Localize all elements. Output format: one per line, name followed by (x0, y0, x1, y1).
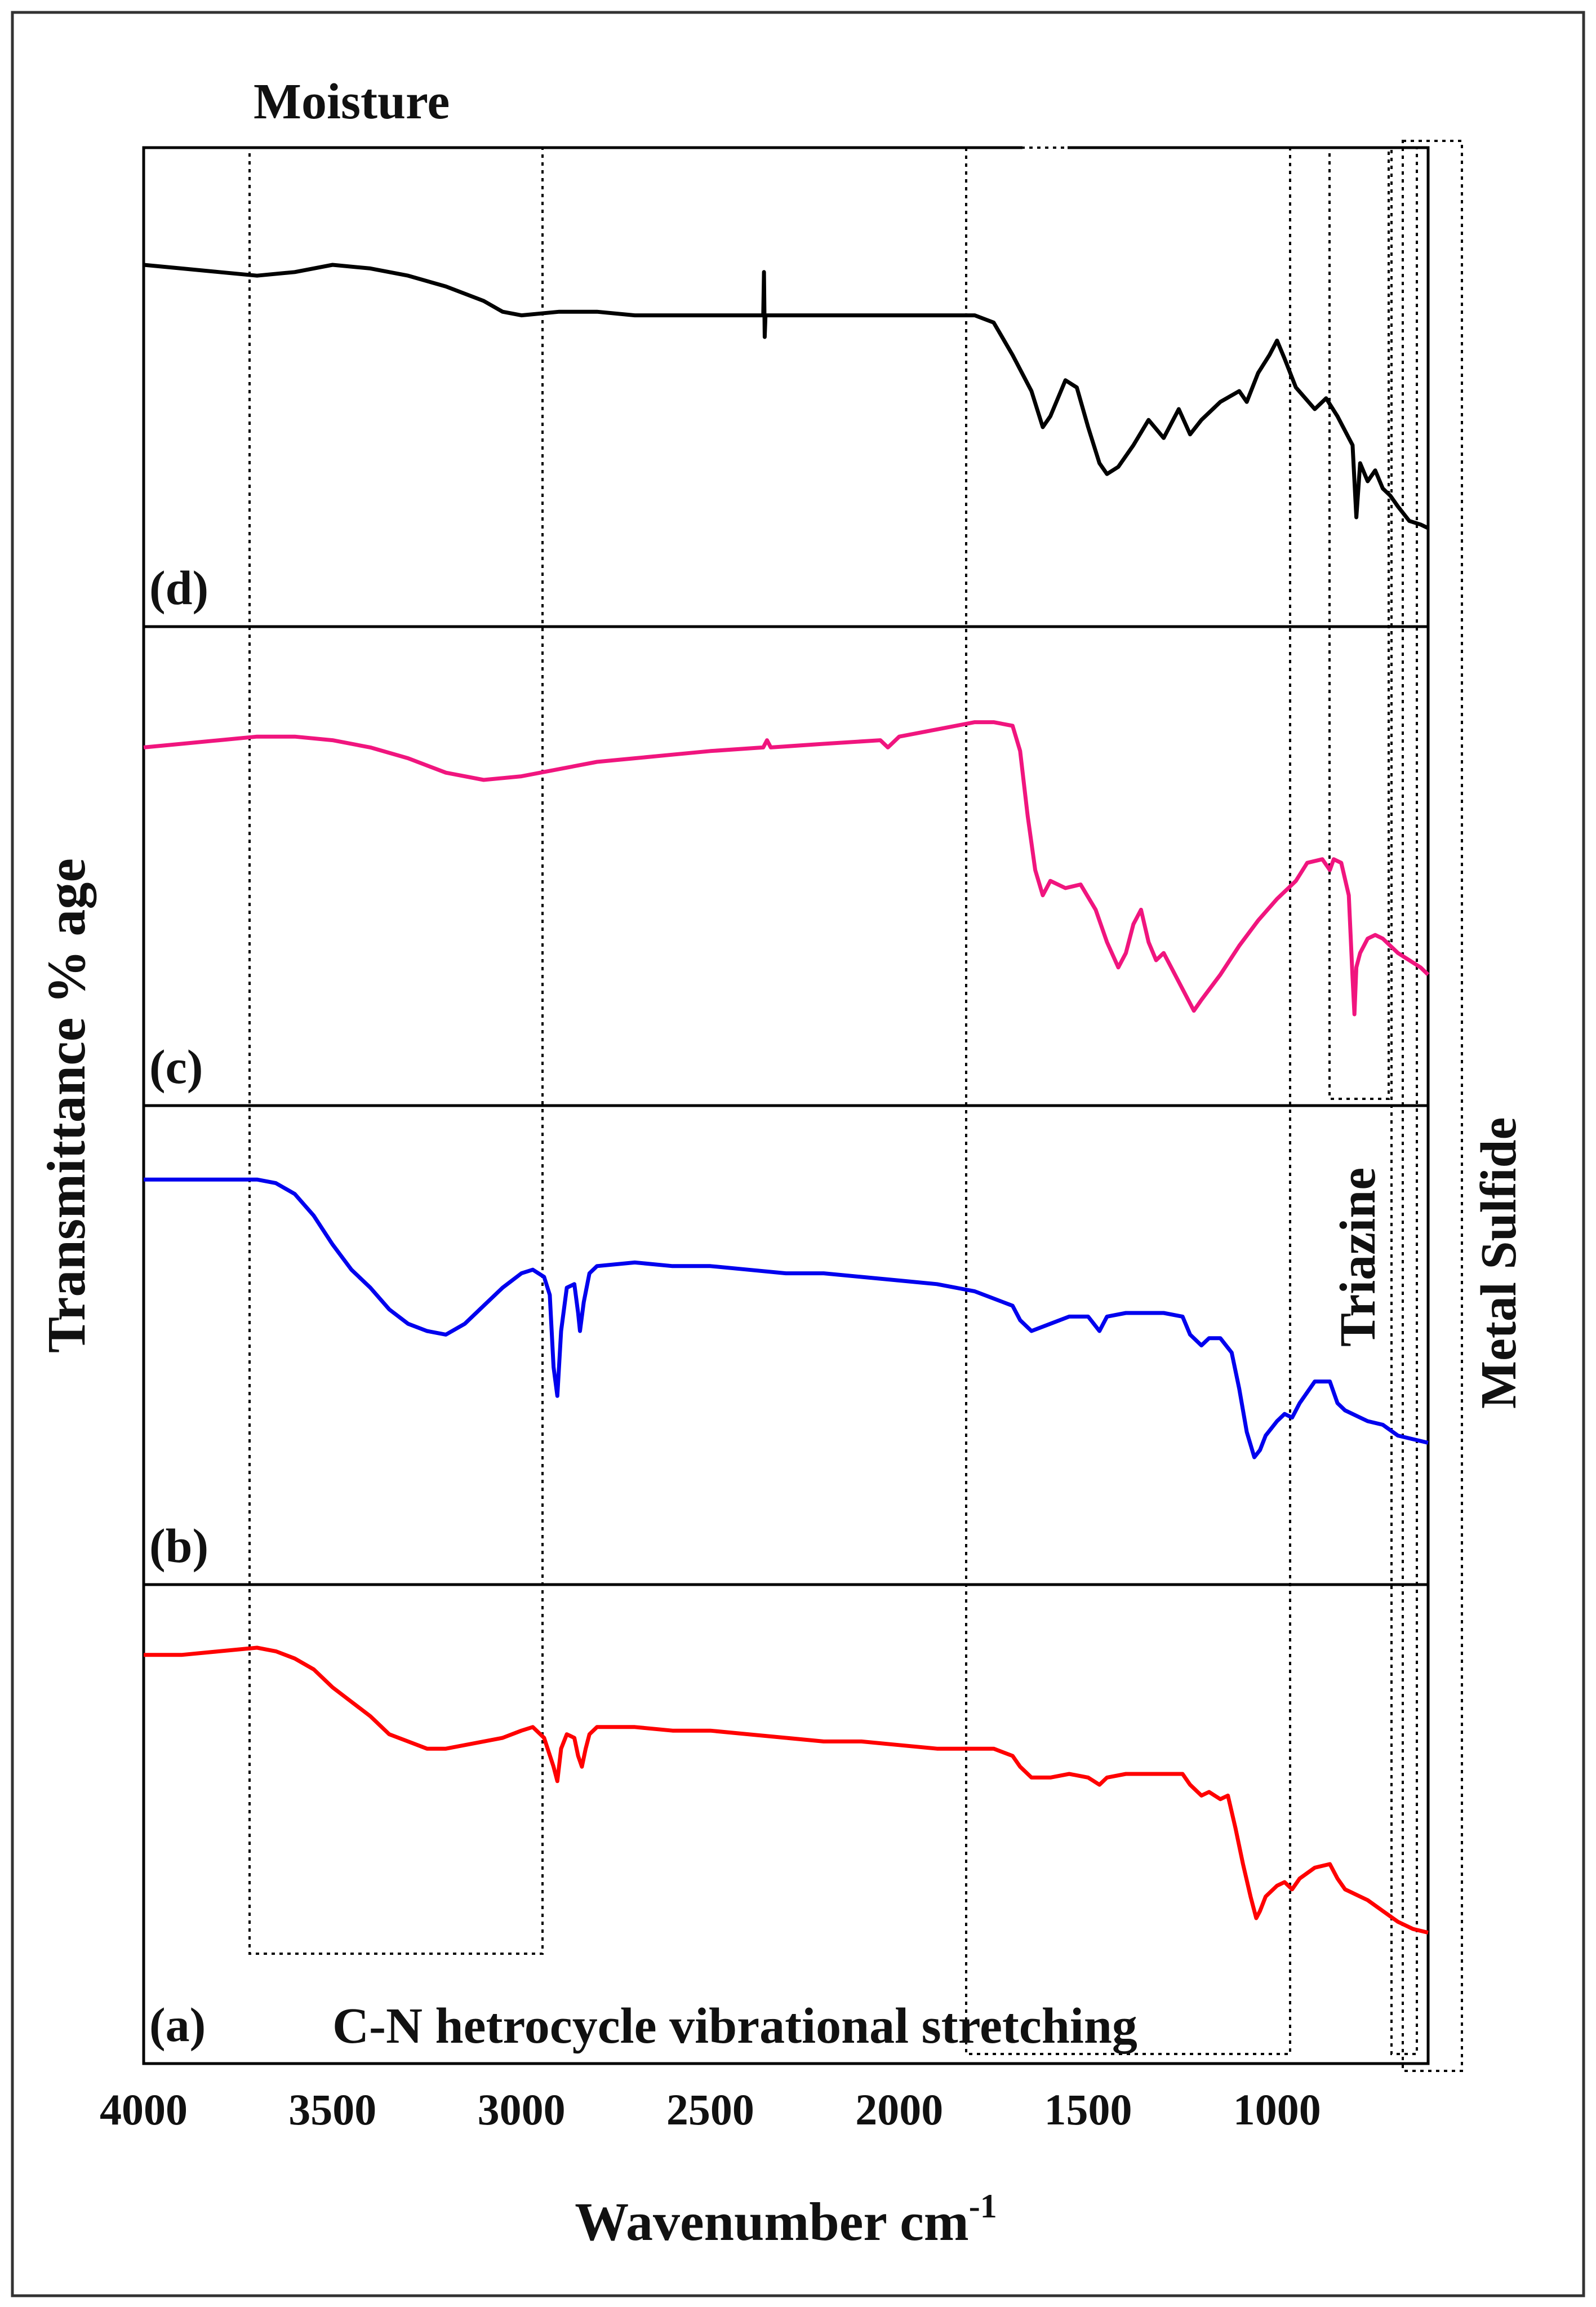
x-tick-label: 1500 (1044, 2085, 1132, 2134)
y-axis-title: Transmittance % age (36, 858, 96, 1353)
x-tick-label: 3500 (288, 2085, 376, 2134)
x-tick-label: 3000 (478, 2085, 566, 2134)
triazine-region-inner (1390, 147, 1418, 2055)
annotation-cn-stretching: C-N hetrocycle vibrational stretching (332, 1998, 1137, 2054)
panel-label-b: (b) (149, 1519, 208, 1573)
annotation-triazine: Triazine (1330, 1168, 1386, 1347)
x-axis-title-main: Wavenumber cm (575, 2191, 969, 2252)
annotation-moisture: Moisture (254, 74, 450, 130)
x-axis-title-superscript: -1 (969, 2188, 997, 2225)
spectrum-c (143, 720, 1430, 1017)
x-tick-label: 1000 (1233, 2085, 1321, 2134)
x-tick-label: 4000 (100, 2085, 188, 2134)
annotation-regions (248, 140, 1463, 2072)
spectrum-d (143, 263, 1429, 530)
panel-label-a: (a) (149, 1998, 206, 2052)
x-axis-title: Wavenumber cm-1 (575, 2188, 997, 2252)
panel-label-d: (d) (149, 561, 208, 615)
cn-heterocycle-region (965, 147, 1291, 2055)
spectra-group (143, 263, 1430, 1935)
spectrum-a (144, 1645, 1429, 1935)
spectrum-b (144, 1177, 1429, 1459)
x-tick-label: 2000 (855, 2085, 943, 2134)
outer-frame (11, 11, 1585, 2297)
x-tick-label: 2500 (666, 2085, 754, 2134)
panel-label-c: (c) (149, 1040, 203, 1094)
annotation-metal-sulfide: Metal Sulfide (1471, 1117, 1527, 1409)
x-tick-labels: 4000 3500 3000 2500 2000 1500 1000 (100, 2085, 1321, 2134)
